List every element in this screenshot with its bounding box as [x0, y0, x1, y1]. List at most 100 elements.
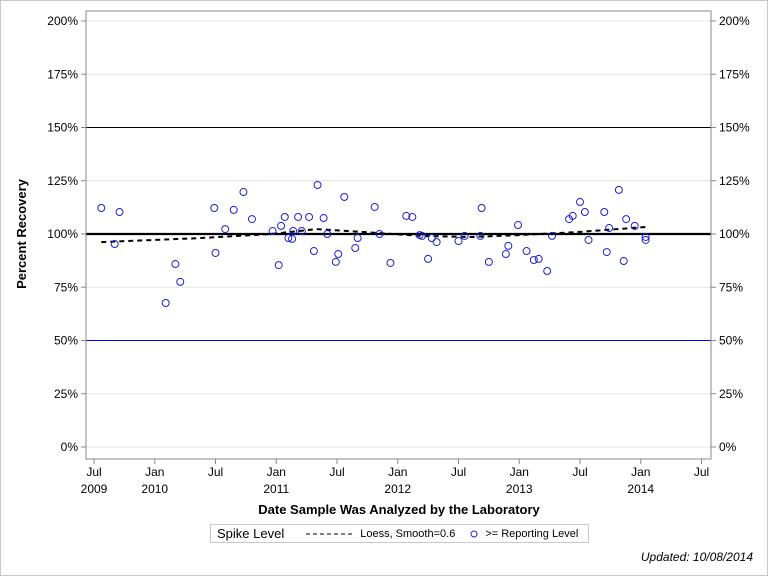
data-point	[239, 188, 248, 197]
data-point	[484, 257, 493, 266]
y-axis-left: 0% 25% 50% 75% 100% 125% 150% 175% 200%	[47, 14, 86, 454]
x-axis-label: Date Sample Was Analyzed by the Laborato…	[258, 502, 540, 517]
data-point	[543, 267, 552, 276]
x-tick-label: Jan	[267, 465, 286, 479]
legend-loess-label: Loess, Smooth=0.6	[360, 527, 456, 540]
y-tick-label: 175%	[719, 67, 750, 81]
x-tick-year: 2011	[263, 482, 289, 496]
data-point	[309, 247, 318, 256]
x-axis: Jul 2009 Jan 2010 Jul Jan 2011 Jul Jan 2012 Jul Jan…	[81, 459, 709, 496]
data-point	[576, 198, 584, 207]
data-point	[600, 208, 609, 217]
data-point	[274, 261, 283, 270]
data-point	[614, 185, 623, 194]
data-point	[289, 227, 298, 236]
data-point	[313, 181, 322, 190]
data-point	[280, 212, 289, 221]
data-point	[476, 231, 485, 240]
y-tick-label: 75%	[54, 280, 78, 294]
y-tick-label: 200%	[719, 14, 750, 28]
data-point	[454, 237, 463, 246]
y-axis-right: 0% 25% 50% 75% 100% 125% 150% 175% 200%	[711, 14, 750, 454]
x-tick-label: Jan	[631, 465, 650, 479]
plot-frame	[85, 10, 712, 460]
data-point	[110, 240, 119, 249]
data-point	[522, 247, 531, 256]
x-tick-label: Jul	[329, 465, 344, 479]
data-point	[353, 234, 362, 243]
legend: Spike Level Loess, Smooth=0.6 >= Reporti…	[210, 524, 589, 543]
data-point	[210, 204, 219, 213]
y-tick-label: 75%	[719, 280, 743, 294]
data-point	[605, 224, 614, 233]
data-point	[619, 257, 628, 266]
data-point	[529, 255, 538, 264]
data-point	[334, 250, 343, 259]
data-point	[323, 230, 332, 238]
data-point	[408, 212, 417, 221]
data-point	[501, 250, 510, 259]
data-point	[504, 241, 513, 250]
data-point	[229, 205, 238, 214]
x-tick-label: Jul	[572, 465, 587, 479]
data-point	[319, 214, 328, 223]
data-point	[477, 204, 486, 213]
legend-title: Spike Level	[217, 526, 285, 541]
y-tick-label: 0%	[719, 440, 737, 454]
data-point	[288, 234, 297, 243]
data-point	[305, 212, 314, 221]
x-tick-year: 2012	[384, 482, 411, 496]
data-points	[97, 181, 650, 308]
x-tick-label: Jul	[451, 465, 466, 479]
x-tick-year: 2009	[81, 482, 108, 496]
data-point	[340, 192, 349, 201]
x-tick-year: 2014	[627, 482, 654, 496]
data-point	[641, 232, 650, 241]
data-point	[284, 234, 293, 243]
data-point	[548, 231, 557, 240]
data-point	[641, 235, 650, 244]
data-point	[115, 208, 124, 217]
y-tick-label: 50%	[719, 334, 743, 348]
y-tick-label: 25%	[719, 387, 743, 401]
data-point	[171, 260, 180, 269]
x-tick-label: Jan	[388, 465, 407, 479]
data-point	[602, 248, 611, 257]
loess-curve	[101, 225, 646, 244]
data-point	[568, 211, 577, 220]
data-point	[386, 258, 395, 267]
data-point	[297, 227, 306, 236]
y-tick-label: 50%	[54, 334, 78, 348]
data-point	[351, 244, 360, 253]
loess-line	[101, 225, 646, 244]
x-tick-year: 2010	[141, 482, 168, 496]
y-tick-label: 125%	[719, 174, 750, 188]
legend-dash-icon	[306, 533, 355, 534]
y-tick-label: 200%	[47, 14, 78, 28]
data-point	[424, 254, 433, 263]
y-tick-label: 100%	[47, 227, 78, 241]
data-point	[268, 227, 277, 236]
y-tick-label: 0%	[61, 440, 79, 454]
y-tick-label: 150%	[47, 121, 78, 135]
y-tick-label: 125%	[47, 174, 78, 188]
data-point	[622, 215, 631, 224]
data-point	[294, 212, 303, 221]
data-point	[221, 225, 230, 234]
data-point	[247, 215, 256, 224]
x-tick-label: Jan	[510, 465, 529, 479]
data-point	[176, 277, 185, 286]
legend-points-label: >= Reporting Level	[485, 527, 579, 540]
data-point	[418, 231, 427, 240]
y-axis-label: Percent Recovery	[14, 178, 29, 289]
legend-circle-icon	[470, 530, 478, 537]
data-point	[580, 208, 589, 217]
x-tick-year: 2013	[506, 482, 533, 496]
data-point	[584, 235, 593, 244]
data-point	[534, 254, 543, 263]
data-point	[402, 211, 411, 220]
x-tick-label: Jul	[86, 465, 101, 479]
data-point	[161, 299, 170, 308]
data-point	[211, 248, 220, 257]
